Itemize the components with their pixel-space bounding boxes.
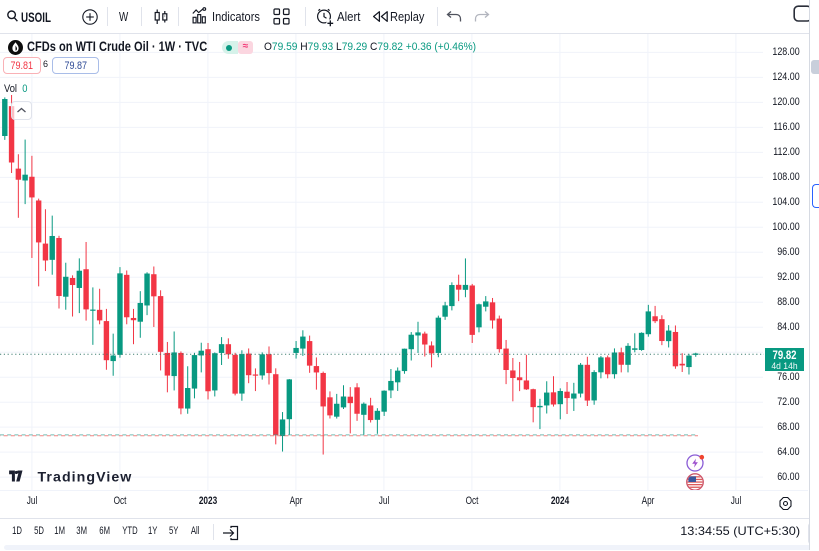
svg-text:TradingView: TradingView	[38, 470, 133, 486]
